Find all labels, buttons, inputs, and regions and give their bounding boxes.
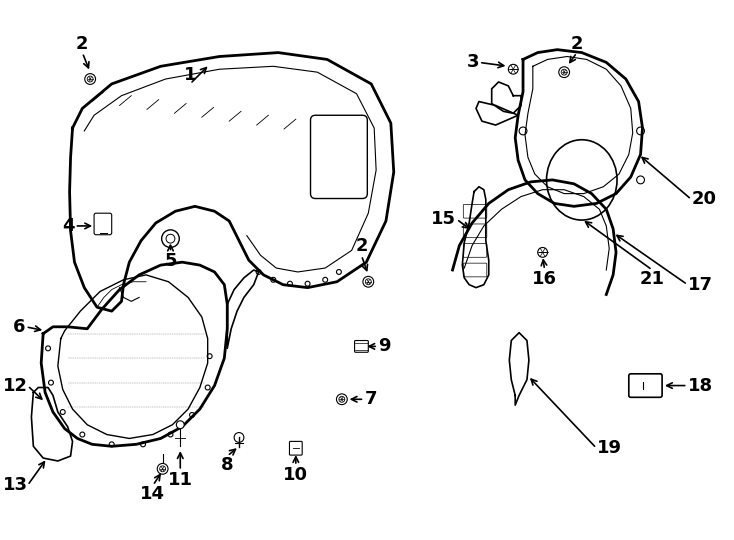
Text: 5: 5 <box>164 252 177 271</box>
Text: 2: 2 <box>76 35 89 52</box>
Text: 4: 4 <box>62 217 74 235</box>
Text: 9: 9 <box>378 338 390 355</box>
Circle shape <box>157 463 168 474</box>
Text: 14: 14 <box>140 485 165 503</box>
Text: 19: 19 <box>597 439 622 457</box>
Text: 18: 18 <box>688 376 713 395</box>
Circle shape <box>336 394 347 404</box>
Circle shape <box>559 67 570 78</box>
Text: 2: 2 <box>570 35 583 52</box>
Text: 17: 17 <box>688 276 713 294</box>
Circle shape <box>161 230 179 247</box>
Circle shape <box>509 64 518 74</box>
Text: 10: 10 <box>283 466 308 484</box>
Text: 2: 2 <box>355 237 368 255</box>
Circle shape <box>176 421 184 429</box>
FancyBboxPatch shape <box>355 341 368 352</box>
FancyBboxPatch shape <box>94 213 112 235</box>
Text: 7: 7 <box>364 390 377 408</box>
Text: 16: 16 <box>532 270 557 288</box>
FancyBboxPatch shape <box>629 374 662 397</box>
Text: 8: 8 <box>221 456 233 474</box>
Text: 11: 11 <box>168 471 193 489</box>
FancyBboxPatch shape <box>289 441 302 455</box>
Polygon shape <box>509 333 529 405</box>
Circle shape <box>84 73 95 84</box>
Text: 15: 15 <box>432 210 457 228</box>
Text: 3: 3 <box>467 53 479 71</box>
Text: 20: 20 <box>691 191 716 208</box>
Text: 13: 13 <box>2 476 27 495</box>
Circle shape <box>234 433 244 442</box>
Text: 6: 6 <box>13 318 26 336</box>
Text: 12: 12 <box>2 376 27 395</box>
Circle shape <box>538 247 548 257</box>
Text: 1: 1 <box>184 66 196 84</box>
Circle shape <box>363 276 374 287</box>
Text: 21: 21 <box>640 270 665 288</box>
